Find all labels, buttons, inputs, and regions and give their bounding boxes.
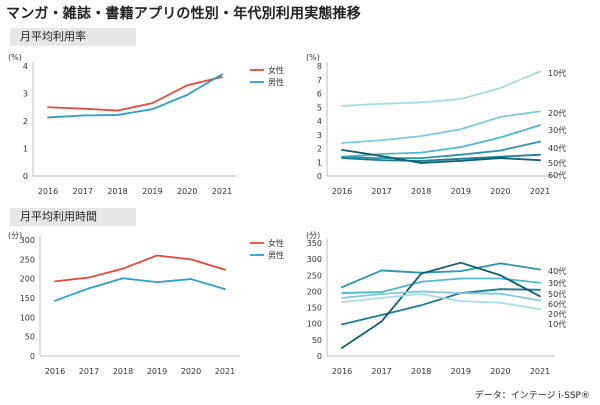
x-tick-label: 2016	[332, 367, 352, 376]
y-tick-label: 0	[317, 352, 322, 361]
x-tick-label: 2019	[147, 367, 167, 376]
x-tick-label: 2021	[530, 367, 550, 376]
x-tick-label: 2017	[79, 367, 99, 376]
series-line-女性	[47, 76, 223, 112]
x-tick-label: 2018	[411, 187, 431, 196]
y-tick-label: 150	[20, 294, 35, 303]
y-tick-label: 2	[317, 145, 322, 154]
x-tick-label: 2020	[490, 187, 510, 196]
series-end-label: 10代	[548, 319, 566, 329]
y-tick-label: 50	[312, 336, 322, 345]
series-end-label: 60代	[548, 170, 566, 180]
y-tick-label: 6	[317, 90, 322, 99]
series-line-女性	[54, 254, 226, 283]
series-end-label: 20代	[548, 108, 566, 118]
legend-label: 男性	[268, 250, 284, 260]
x-tick-label: 2017	[371, 367, 391, 376]
legend-label: 女性	[268, 65, 284, 75]
y-tick-label: 300	[307, 255, 322, 264]
y-tick-label: 8	[317, 62, 322, 71]
series-end-label: 20代	[548, 309, 566, 319]
y-tick-label: 250	[20, 255, 35, 264]
series-end-label: 50代	[548, 289, 566, 299]
series-line-20代	[341, 290, 541, 302]
series-line-50代	[341, 288, 541, 326]
x-tick-label: 2018	[113, 367, 133, 376]
series-end-label: 40代	[548, 266, 566, 276]
chart-gender-time: (分) 0 50 100 150 200 250 300 2016 2017 2018 2019 202…	[8, 231, 284, 376]
series-end-label: 60代	[548, 299, 566, 309]
y-tick-label: 0	[30, 352, 35, 361]
x-tick-label: 2020	[177, 187, 197, 196]
x-tick-label: 2019	[142, 187, 162, 196]
data-source-note: データ：インテージ i-SSP®	[474, 391, 590, 401]
y-unit-label: (%)	[306, 53, 320, 62]
y-tick-label: 250	[307, 271, 322, 280]
y-tick-label: 1	[317, 158, 322, 167]
y-tick-label: 100	[20, 313, 35, 322]
y-tick-label: 3	[317, 131, 322, 140]
legend-label: 男性	[268, 77, 284, 87]
x-tick-label: 2020	[490, 367, 510, 376]
y-tick-label: 200	[20, 275, 35, 284]
section-label-avg-time: 月平均利用時間	[10, 208, 136, 226]
x-tick-label: 2019	[451, 187, 471, 196]
series-end-label: 50代	[548, 158, 566, 168]
series-line-10代	[341, 293, 541, 311]
section-label-avg-rate: 月平均利用率	[10, 28, 136, 46]
y-unit-label: (%)	[8, 53, 22, 62]
series-end-label: 30代	[548, 278, 566, 288]
y-tick-label: 4	[23, 62, 28, 71]
y-tick-label: 5	[317, 103, 322, 112]
y-tick-label: 200	[307, 287, 322, 296]
series-end-label: 40代	[548, 143, 566, 153]
chart-age-time: (分) 0 50 100 150 200 250 300 350 2016 2017 2018 2019…	[306, 231, 566, 376]
x-tick-label: 2016	[38, 187, 58, 196]
y-tick-label: 7	[317, 76, 322, 85]
page-title: マンガ・雑誌・書籍アプリの性別・年代別利用実態推移	[6, 6, 361, 22]
series-line-20代	[341, 110, 541, 144]
series-line-60代	[341, 261, 541, 349]
y-unit-label: (分)	[306, 231, 320, 240]
series-line-60代	[341, 148, 541, 164]
series-line-男性	[54, 277, 226, 302]
x-tick-label: 2021	[212, 187, 232, 196]
series-line-50代	[341, 153, 541, 162]
y-tick-label: 0	[317, 172, 322, 181]
x-tick-label: 2018	[411, 367, 431, 376]
series-end-label: 10代	[548, 68, 566, 78]
y-tick-label: 300	[20, 236, 35, 245]
x-tick-label: 2021	[215, 367, 235, 376]
series-line-40代	[341, 140, 541, 160]
x-tick-label: 2016	[332, 187, 352, 196]
y-tick-label: 4	[317, 117, 322, 126]
x-tick-label: 2017	[73, 187, 93, 196]
x-tick-label: 2019	[451, 367, 471, 376]
y-tick-label: 350	[307, 239, 322, 248]
x-tick-label: 2016	[45, 367, 65, 376]
x-tick-label: 2018	[107, 187, 127, 196]
series-line-10代	[341, 70, 541, 107]
y-tick-label: 1	[23, 145, 28, 154]
series-end-label: 30代	[548, 125, 566, 135]
series-line-男性	[47, 73, 223, 119]
y-tick-label: 0	[23, 172, 28, 181]
y-unit-label: (分)	[8, 231, 22, 240]
y-tick-label: 2	[23, 117, 28, 126]
legend-label: 女性	[268, 238, 284, 248]
x-tick-label: 2017	[371, 187, 391, 196]
y-tick-label: 50	[25, 333, 35, 342]
y-tick-label: 150	[307, 304, 322, 313]
chart-age-rate: (%) 0 1 2 3 4 5 6 7 8 2016 2017 2018 2019 2020 2021 10代 2…	[306, 53, 566, 196]
y-tick-label: 3	[23, 90, 28, 99]
x-tick-label: 2021	[530, 187, 550, 196]
x-tick-label: 2020	[181, 367, 201, 376]
series-line-40代	[341, 262, 541, 289]
y-tick-label: 100	[307, 320, 322, 329]
